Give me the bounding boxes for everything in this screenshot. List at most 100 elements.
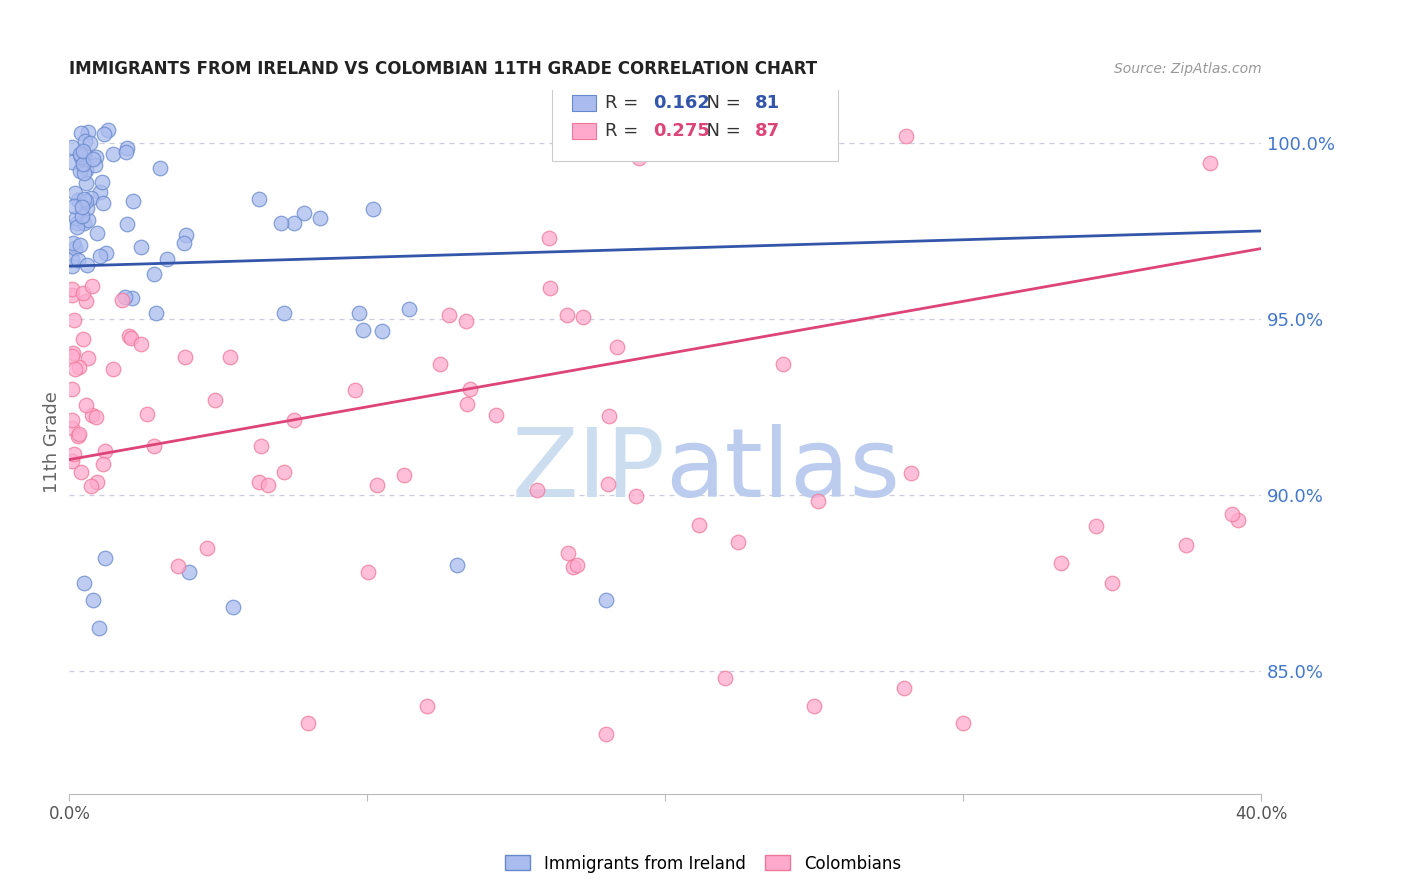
- Point: [596, 477, 619, 491]
- Point: [149, 161, 172, 176]
- Point: [72, 159, 94, 173]
- Point: [283, 413, 305, 427]
- Legend: Immigrants from Ireland, Colombians: Immigrants from Ireland, Colombians: [499, 848, 907, 880]
- Point: [89, 621, 111, 635]
- Text: IMMIGRANTS FROM IRELAND VS COLOMBIAN 11TH GRADE CORRELATION CHART: IMMIGRANTS FROM IRELAND VS COLOMBIAN 11T…: [69, 60, 817, 78]
- Point: [174, 228, 197, 243]
- Point: [69, 147, 91, 161]
- Point: [1198, 155, 1220, 169]
- Point: [66, 220, 89, 235]
- Point: [62, 288, 84, 302]
- FancyBboxPatch shape: [572, 95, 596, 111]
- Point: [80, 191, 103, 205]
- Point: [114, 290, 136, 304]
- Point: [297, 716, 319, 731]
- Point: [94, 444, 117, 458]
- Point: [1222, 507, 1244, 521]
- Point: [65, 211, 87, 225]
- Point: [363, 202, 385, 216]
- Point: [62, 349, 84, 363]
- Text: 81: 81: [755, 94, 780, 112]
- Point: [688, 518, 710, 533]
- Point: [82, 152, 104, 166]
- Point: [174, 351, 197, 365]
- Point: [67, 427, 90, 442]
- Point: [72, 144, 94, 158]
- Point: [398, 301, 420, 316]
- Point: [283, 216, 305, 230]
- Point: [69, 164, 91, 178]
- Point: [75, 398, 97, 412]
- Point: [394, 467, 416, 482]
- Point: [561, 560, 583, 574]
- Point: [62, 413, 84, 427]
- Point: [111, 293, 134, 307]
- Point: [366, 477, 388, 491]
- Point: [97, 123, 120, 137]
- Point: [103, 362, 125, 376]
- Point: [118, 329, 141, 343]
- Point: [537, 230, 560, 244]
- Point: [73, 134, 96, 148]
- Point: [77, 125, 100, 139]
- Point: [371, 325, 394, 339]
- Point: [120, 330, 142, 344]
- Point: [598, 409, 620, 423]
- Point: [70, 465, 93, 479]
- Point: [173, 235, 195, 250]
- Point: [66, 193, 89, 207]
- Point: [204, 392, 226, 407]
- Point: [62, 235, 84, 250]
- Point: [218, 350, 240, 364]
- Point: [256, 478, 278, 492]
- Point: [115, 141, 138, 155]
- Point: [75, 176, 97, 190]
- Point: [145, 306, 167, 320]
- Point: [143, 268, 166, 282]
- Point: [772, 357, 794, 371]
- Point: [62, 346, 84, 360]
- Point: [82, 279, 104, 293]
- FancyBboxPatch shape: [572, 123, 596, 139]
- Point: [893, 681, 915, 695]
- Point: [70, 126, 93, 140]
- Point: [84, 158, 107, 172]
- Text: 0.275: 0.275: [654, 122, 710, 140]
- Point: [62, 421, 84, 435]
- Point: [803, 698, 825, 713]
- Point: [65, 362, 87, 376]
- Text: N =: N =: [695, 94, 747, 112]
- Point: [93, 127, 115, 141]
- Point: [247, 192, 270, 206]
- Point: [1101, 575, 1123, 590]
- Point: [82, 593, 104, 607]
- Point: [456, 313, 478, 327]
- Point: [69, 150, 91, 164]
- Point: [94, 551, 117, 566]
- Point: [84, 409, 107, 424]
- Point: [343, 383, 366, 397]
- Point: [572, 310, 595, 324]
- Point: [1084, 519, 1107, 533]
- Point: [115, 217, 138, 231]
- Point: [62, 252, 84, 266]
- Point: [91, 196, 114, 211]
- Point: [714, 671, 737, 685]
- Point: [80, 479, 103, 493]
- Text: N =: N =: [695, 122, 747, 140]
- Point: [75, 194, 97, 209]
- Point: [628, 151, 651, 165]
- Point: [429, 357, 451, 371]
- Text: 0.162: 0.162: [654, 94, 710, 112]
- Point: [101, 146, 124, 161]
- Text: Source: ZipAtlas.com: Source: ZipAtlas.com: [1114, 62, 1261, 76]
- Point: [62, 154, 84, 169]
- Point: [142, 439, 165, 453]
- Point: [72, 332, 94, 346]
- Point: [86, 475, 108, 489]
- Point: [222, 600, 245, 615]
- Point: [75, 163, 97, 178]
- Point: [75, 293, 97, 308]
- Point: [67, 253, 90, 268]
- Point: [526, 483, 548, 497]
